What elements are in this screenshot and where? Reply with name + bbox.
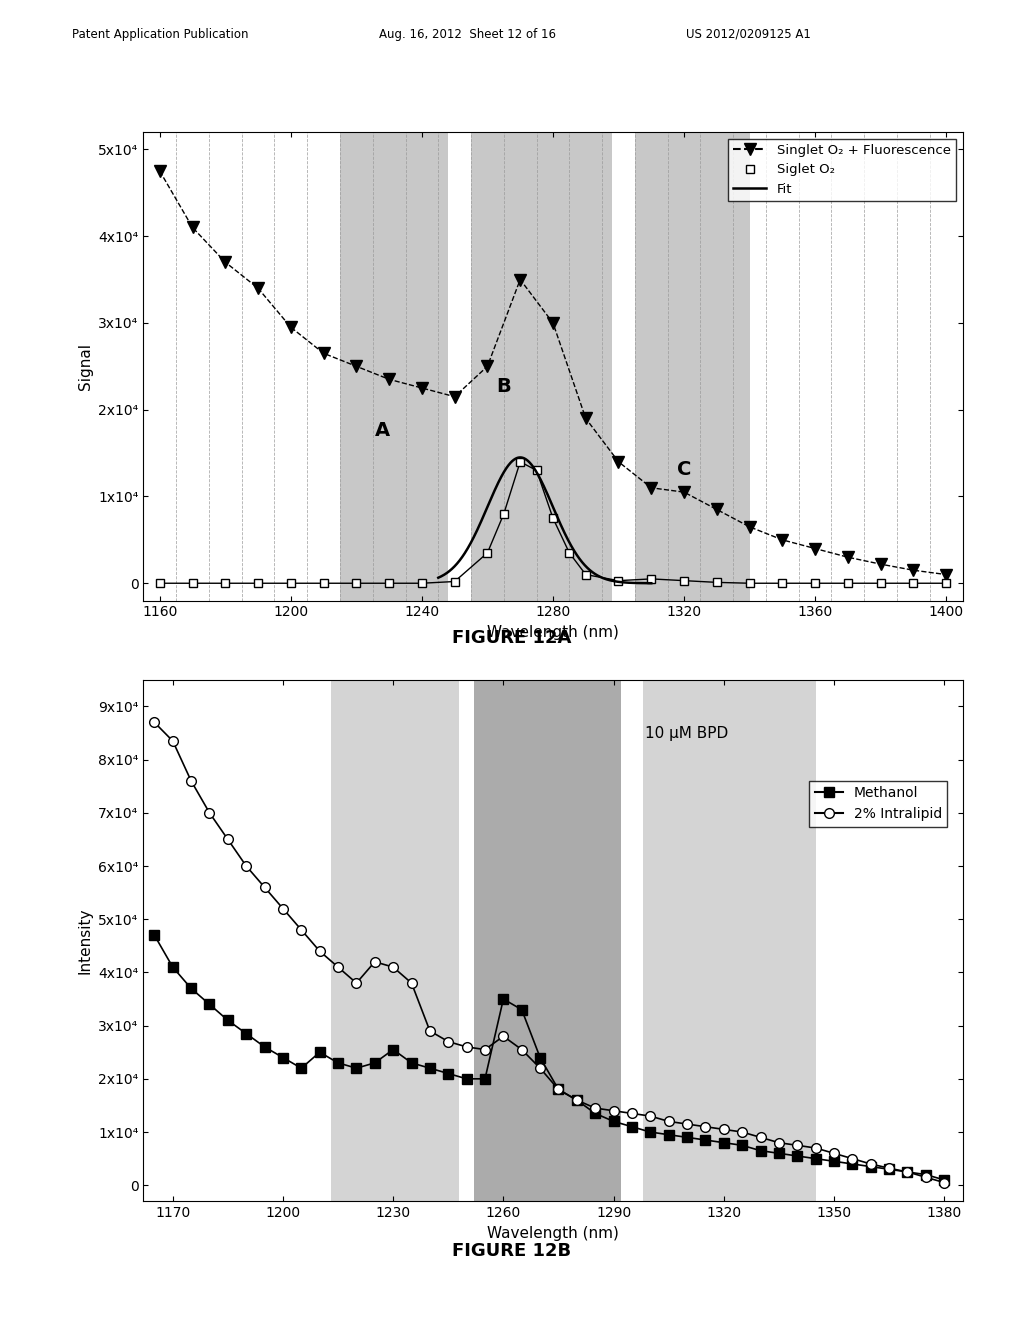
Y-axis label: Signal: Signal: [78, 343, 92, 389]
Text: FIGURE 12A: FIGURE 12A: [453, 628, 571, 647]
Legend: Methanol, 2% Intralipid: Methanol, 2% Intralipid: [809, 780, 947, 826]
Text: Patent Application Publication: Patent Application Publication: [72, 28, 248, 41]
Text: Aug. 16, 2012  Sheet 12 of 16: Aug. 16, 2012 Sheet 12 of 16: [379, 28, 556, 41]
X-axis label: Wavelength (nm): Wavelength (nm): [487, 1225, 618, 1241]
Text: 10 μM BPD: 10 μM BPD: [645, 726, 729, 741]
Text: FIGURE 12B: FIGURE 12B: [453, 1242, 571, 1261]
Text: A: A: [375, 421, 390, 440]
Text: B: B: [497, 378, 511, 396]
Bar: [643, 653, 816, 1212]
Bar: [635, 20, 750, 627]
Bar: [340, 20, 449, 627]
Bar: [474, 653, 621, 1212]
Legend: Singlet O₂ + Fluorescence, Siglet O₂, Fit: Singlet O₂ + Fluorescence, Siglet O₂, Fi…: [728, 139, 956, 202]
Text: US 2012/0209125 A1: US 2012/0209125 A1: [686, 28, 811, 41]
Bar: [471, 20, 612, 627]
Bar: [331, 653, 460, 1212]
Y-axis label: Intensity: Intensity: [78, 907, 92, 974]
Text: C: C: [677, 459, 691, 479]
X-axis label: Wavelength (nm): Wavelength (nm): [487, 624, 618, 640]
